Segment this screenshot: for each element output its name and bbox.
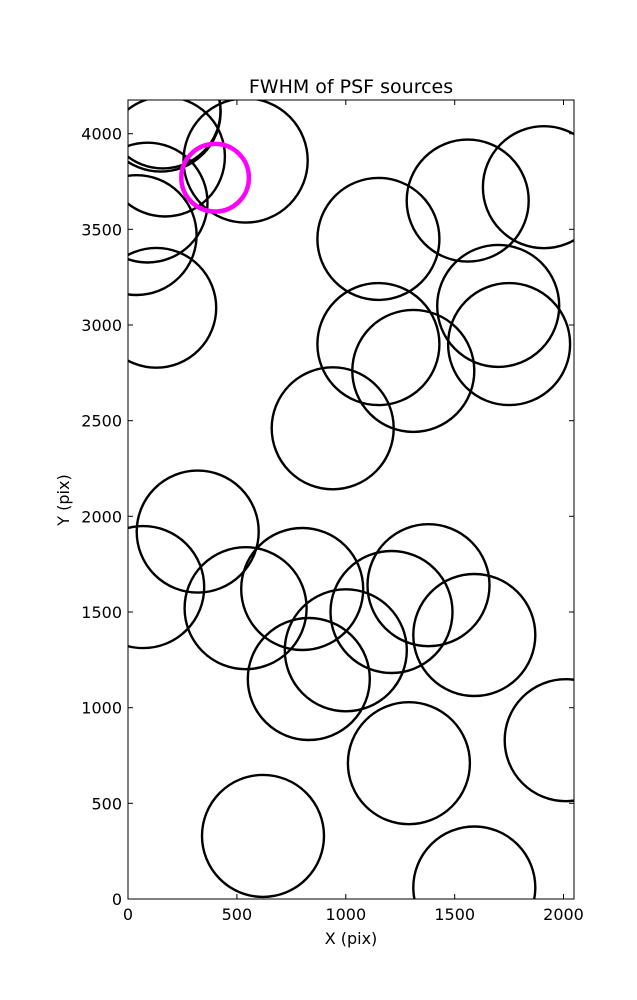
y-tick-label: 1500 [81, 603, 122, 622]
source-markers [128, 100, 574, 899]
psf-source-circle-19 [240, 526, 365, 652]
y-tick-label: 2000 [81, 507, 122, 526]
psf-source-circle-6 [128, 174, 198, 297]
highlighted-source-circle [179, 141, 252, 214]
psf-source-circle-13 [436, 243, 561, 369]
chart-title: FWHM of PSF sources [249, 76, 453, 98]
y-tick-label: 3000 [81, 316, 122, 335]
x-tick-label: 0 [123, 905, 133, 924]
psf-source-circle-2 [128, 100, 222, 170]
psf-source-circle-9 [481, 125, 574, 250]
axis-ticks: 0 500 1000 1500 2000 0 500 1000 1500 2000 2500 3000… [81, 100, 584, 924]
x-tick-label: 1500 [434, 905, 475, 924]
y-tick-label: 1000 [81, 699, 122, 718]
psf-source-circle-11 [316, 281, 441, 407]
x-axis-label: X (pix) [325, 929, 378, 948]
psf-source-circle-27 [200, 773, 326, 899]
plot-frame [127, 99, 575, 900]
psf-source-circle-25 [503, 678, 574, 803]
x-tick-label: 1000 [325, 905, 366, 924]
psf-source-circle-15 [270, 366, 395, 491]
psf-source-circle-17 [128, 524, 206, 650]
psf-source-circle-23 [412, 572, 537, 698]
psf-source-circle-3 [128, 100, 227, 218]
psf-source-circle-7 [316, 176, 441, 302]
psf-source-circle-12 [351, 308, 476, 434]
psf-source-circle-22 [283, 588, 408, 713]
y-tick-label: 500 [91, 794, 122, 813]
y-tick-label: 2500 [81, 412, 122, 431]
y-tick-label: 3500 [81, 220, 122, 239]
y-tick-label: 4000 [81, 125, 122, 144]
psf-source-circle-21 [329, 549, 454, 675]
psf-source-circle-8 [405, 138, 530, 263]
psf-source-circle-18 [183, 546, 308, 671]
psf-source-circle-5 [128, 141, 209, 264]
x-tick-label: 2000 [543, 905, 584, 924]
x-tick-label: 500 [222, 905, 253, 924]
y-tick-label: 0 [112, 890, 122, 909]
psf-source-circle-14 [446, 281, 572, 407]
psf-source-circle-28 [412, 825, 537, 899]
psf-source-circle-20 [366, 523, 491, 648]
psf-source-circle-26 [346, 701, 472, 826]
psf-source-circle-10 [128, 246, 218, 369]
psf-source-circle-16 [135, 469, 260, 594]
psf-source-circle-24 [246, 616, 371, 742]
y-axis-label: Y (pix) [54, 474, 73, 526]
